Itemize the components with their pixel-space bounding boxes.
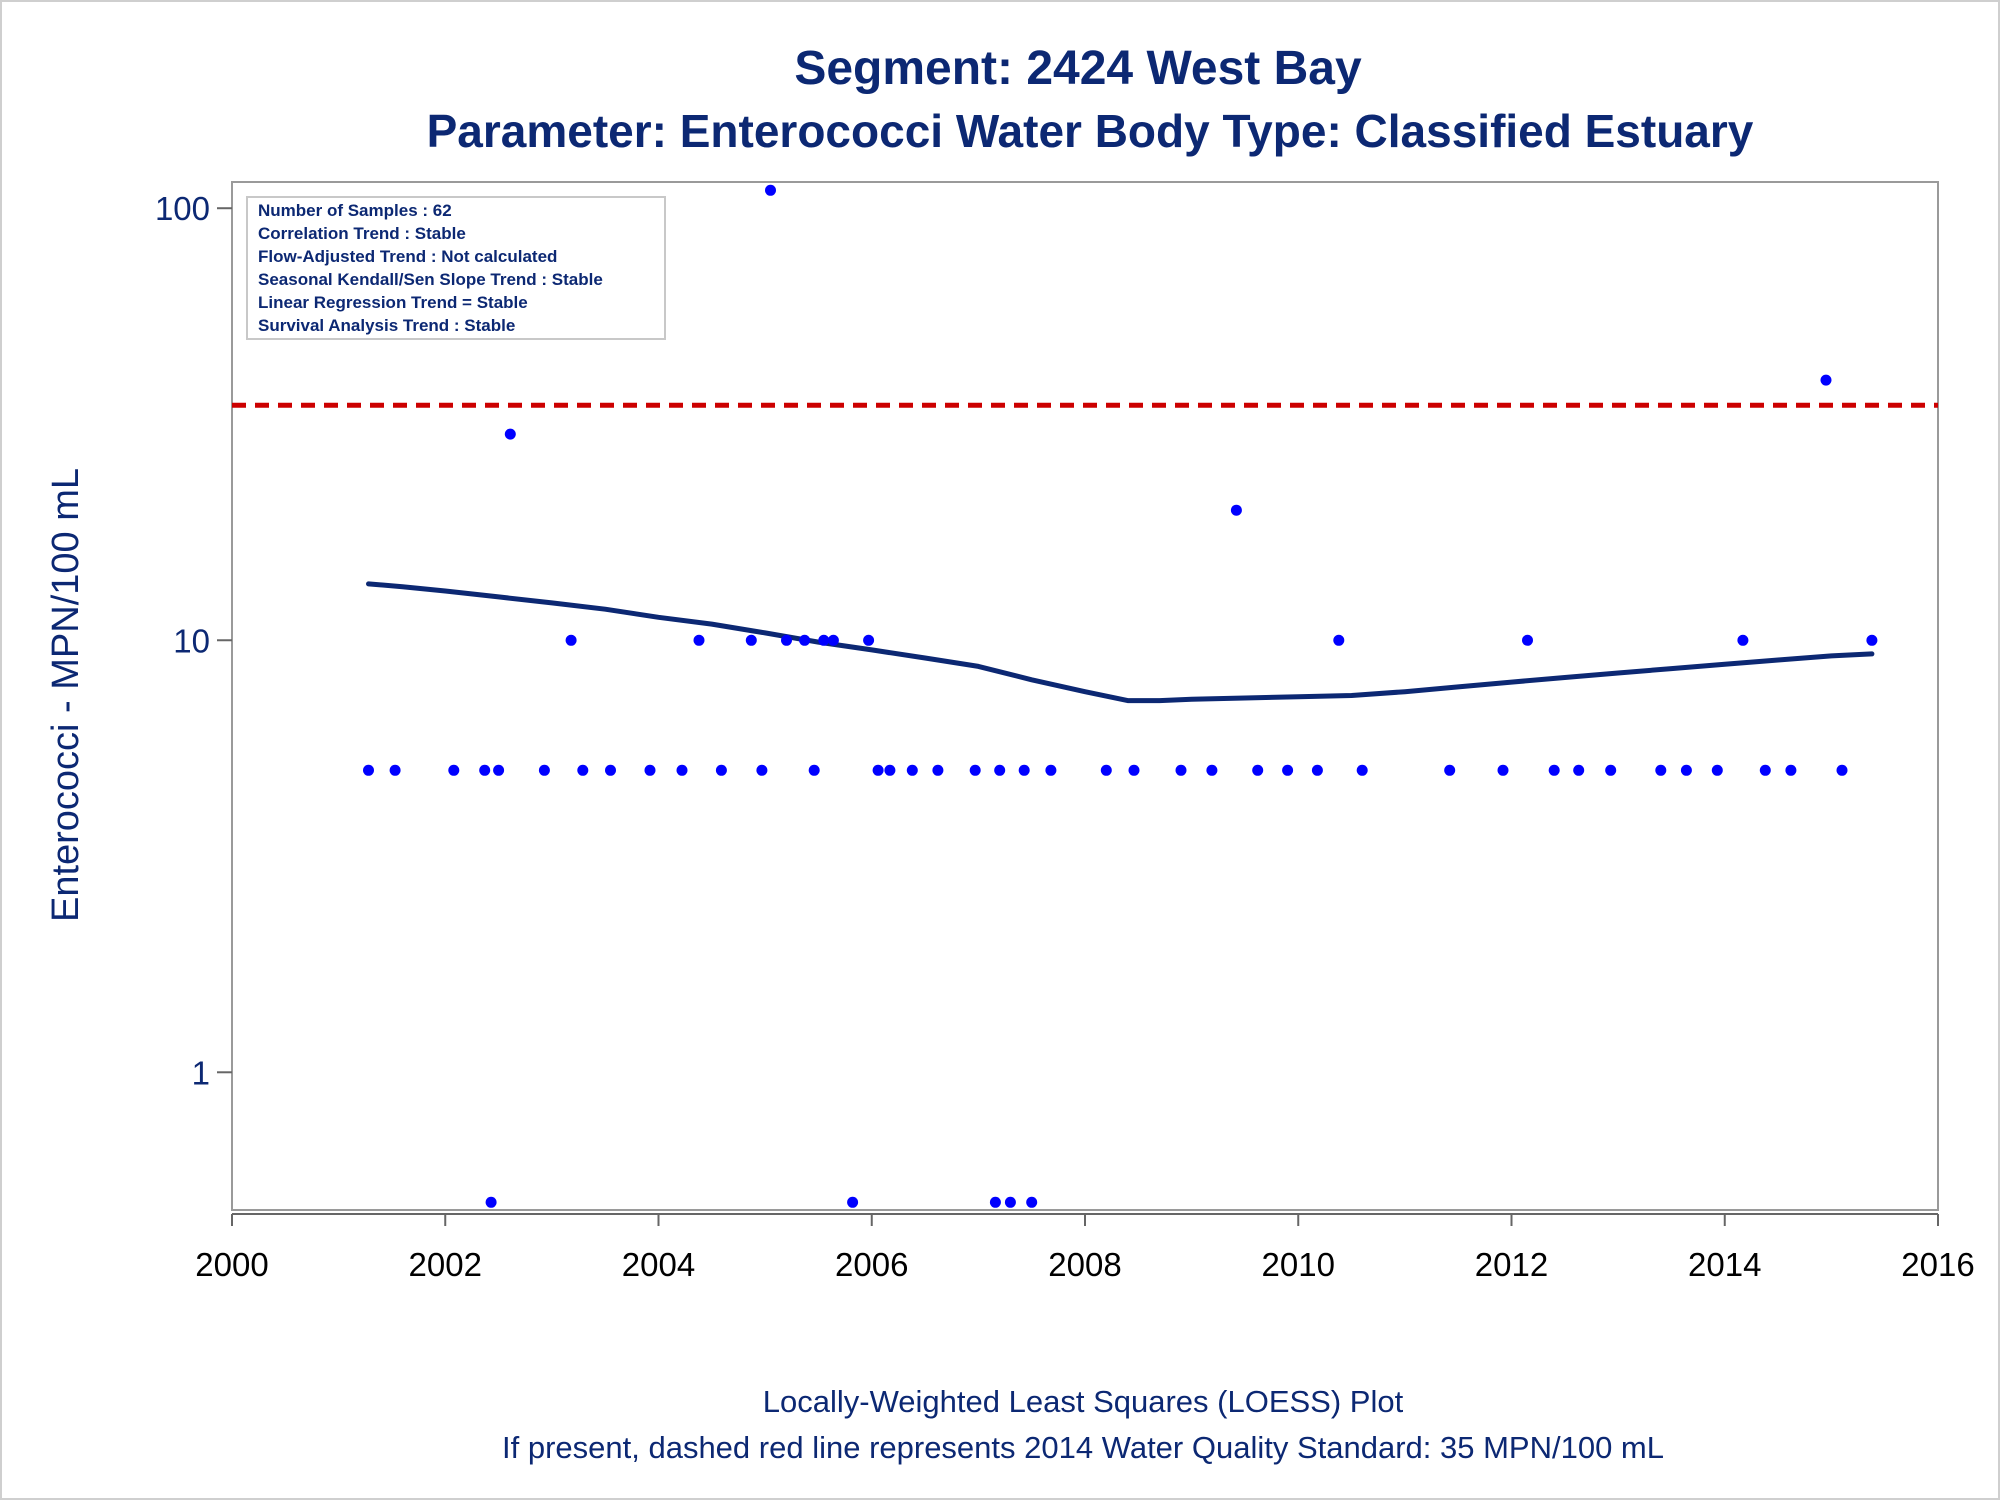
x-tick-label: 2012	[1475, 1246, 1548, 1283]
chart-title: Segment: 2424 West Bay	[794, 42, 1362, 95]
y-tick-label: 1	[192, 1054, 210, 1091]
data-point	[493, 764, 505, 776]
data-point	[479, 764, 491, 776]
y-tick-label: 10	[173, 622, 210, 659]
data-point	[745, 634, 757, 646]
data-point	[1680, 764, 1692, 776]
x-tick-label: 2016	[1901, 1246, 1974, 1283]
data-point	[1820, 374, 1832, 386]
stats-line-survival: Survival Analysis Trend : Stable	[258, 316, 515, 335]
chart-subtitle: Parameter: Enterococci Water Body Type: …	[427, 105, 1754, 157]
y-tick-label: 100	[155, 190, 210, 227]
data-point	[884, 764, 896, 776]
stats-line-flow-adjusted: Flow-Adjusted Trend : Not calculated	[258, 247, 557, 266]
data-point	[1444, 764, 1456, 776]
x-tick-label: 2008	[1048, 1246, 1121, 1283]
data-point	[969, 764, 981, 776]
data-point	[1045, 764, 1057, 776]
data-point	[565, 634, 577, 646]
data-point	[1548, 764, 1560, 776]
x-tick-label: 2006	[835, 1246, 908, 1283]
data-point	[1737, 634, 1749, 646]
data-point	[693, 634, 705, 646]
data-point	[1128, 764, 1140, 776]
data-point	[676, 764, 688, 776]
data-point	[827, 634, 839, 646]
data-point	[1004, 1196, 1016, 1208]
data-point	[932, 764, 944, 776]
stats-box: Number of Samples : 62 Correlation Trend…	[246, 196, 666, 340]
x-axis: 2000 2002 2004 2006 2008 2010 2012 2014 2016	[195, 1213, 1975, 1283]
stats-line-linear-regression: Linear Regression Trend = Stable	[258, 293, 528, 312]
data-point	[818, 634, 830, 646]
x-tick-label: 2010	[1262, 1246, 1335, 1283]
data-point	[1759, 764, 1771, 776]
data-point	[1333, 634, 1345, 646]
data-point	[1311, 764, 1323, 776]
data-point	[1605, 764, 1617, 776]
stats-line-seasonal-kendall: Seasonal Kendall/Sen Slope Trend : Stabl…	[258, 270, 603, 289]
y-axis: 1 10 100	[155, 190, 232, 1091]
data-point	[906, 764, 918, 776]
data-point	[1497, 764, 1509, 776]
x-tick-label: 2004	[622, 1246, 695, 1283]
data-point	[847, 1196, 859, 1208]
data-point	[1018, 764, 1030, 776]
data-point	[994, 764, 1006, 776]
data-point	[538, 764, 550, 776]
x-tick-label: 2002	[409, 1246, 482, 1283]
stats-line-samples: Number of Samples : 62	[258, 201, 452, 220]
data-point	[756, 764, 768, 776]
data-point	[1785, 764, 1797, 776]
data-point	[577, 764, 589, 776]
data-point	[1522, 634, 1533, 646]
data-point	[989, 1196, 1001, 1208]
data-point	[1655, 764, 1667, 776]
data-point	[1836, 764, 1848, 776]
stats-box-frame	[246, 196, 666, 340]
data-point	[799, 634, 811, 646]
x-tick-label: 2000	[195, 1246, 268, 1283]
data-point	[1100, 764, 1112, 776]
data-point	[715, 764, 727, 776]
data-point	[485, 1196, 497, 1208]
data-point	[1866, 634, 1878, 646]
footnote-standard: If present, dashed red line represents 2…	[502, 1430, 1664, 1465]
data-point	[504, 428, 516, 440]
data-point	[1282, 764, 1294, 776]
data-point	[1175, 764, 1187, 776]
data-point	[389, 764, 401, 776]
data-point	[781, 634, 792, 646]
data-point	[1711, 764, 1723, 776]
footnote-loess: Locally-Weighted Least Squares (LOESS) P…	[763, 1384, 1404, 1419]
data-point	[808, 764, 820, 776]
data-point	[1026, 1196, 1038, 1208]
x-tick-label: 2014	[1688, 1246, 1761, 1283]
loess-line-layer	[366, 581, 1875, 704]
data-point	[1252, 764, 1264, 776]
data-point	[363, 764, 374, 776]
data-point	[872, 764, 884, 776]
data-point	[605, 764, 616, 776]
data-point	[1356, 764, 1368, 776]
data-point	[765, 184, 776, 196]
loess-line	[366, 581, 1875, 704]
data-point	[644, 764, 656, 776]
data-point	[1573, 764, 1585, 776]
plot-frame	[231, 181, 1939, 1211]
y-axis-label: Enterococci - MPN/100 mL	[45, 468, 87, 922]
data-point	[863, 634, 875, 646]
data-point	[448, 764, 460, 776]
data-point	[1206, 764, 1218, 776]
data-point	[1230, 504, 1242, 516]
stats-line-correlation: Correlation Trend : Stable	[258, 224, 466, 243]
